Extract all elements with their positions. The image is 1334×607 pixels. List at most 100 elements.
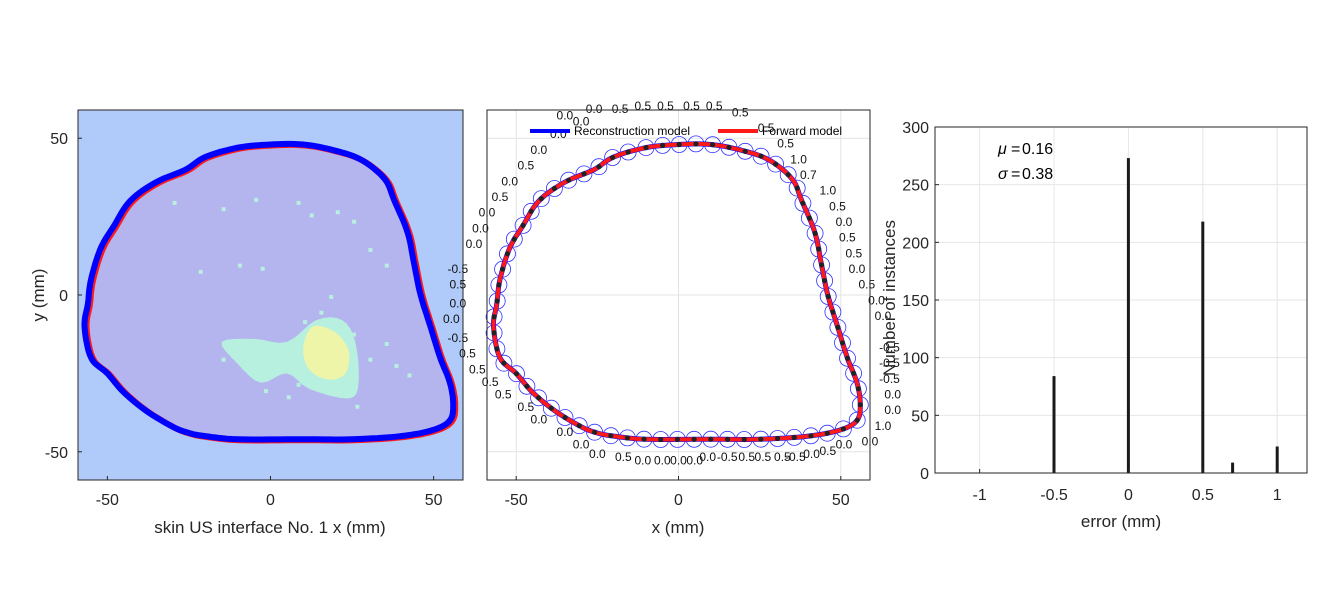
speckle-pixel [329,295,334,299]
error-annotation: -0.5 [447,331,468,345]
speckle-pixel [384,263,389,268]
error-annotation: 0.5 [634,99,651,113]
sample-circle [542,399,560,417]
sample-point [830,309,836,315]
error-annotation: 0.0 [849,262,866,276]
error-annotation: 0.5 [612,102,629,116]
panel3-x-axis-label: error (mm) [1081,512,1161,531]
sample-point [660,142,666,148]
sample-point [708,436,714,442]
y-tick-label: 50 [911,408,929,425]
error-annotation: 0.0 [686,453,703,467]
speckle-pixel [407,373,412,378]
sample-point [785,172,791,178]
sample-circle [505,230,523,248]
histogram-bar [1126,158,1130,473]
error-annotation: 1.0 [819,184,836,198]
sample-circle [498,245,516,263]
speckle-pixel [237,263,242,268]
speckle-pixel [368,248,373,252]
error-annotation: 0.0 [803,447,820,461]
sample-point [710,142,716,148]
sample-point [726,144,732,150]
sample-circle [845,364,862,382]
sample-point [596,164,602,170]
error-annotation: 0.5 [738,450,755,464]
error-annotation: 0.0 [531,413,548,427]
error-annotation: 0.5 [839,231,856,245]
sample-circle [530,389,547,407]
stat-sigma-equals: = [1011,166,1020,183]
sample-point [819,262,825,268]
panel2-legend: Reconstruction model Forward model [530,124,842,138]
sample-point [562,414,568,421]
error-annotation: -0.5 [879,372,900,386]
sample-point [741,436,747,443]
error-annotation: 0.0 [443,312,460,326]
error-annotation: 0.0 [875,309,892,323]
sample-point [524,383,530,389]
sample-circle [570,417,588,435]
error-annotation: 0.5 [777,137,794,151]
error-annotation: 0.0 [884,388,901,402]
x-tick-label: 0 [266,492,275,509]
speckle-pixel [254,197,259,202]
sample-point [840,426,847,432]
error-annotation: 0.5 [615,450,632,464]
sample-circle [522,202,540,220]
sample-circle [767,155,784,173]
error-annotation: 0.0 [573,115,590,129]
error-annotation: 0.0 [557,425,574,439]
speckle-pixel [394,364,399,368]
sample-point [742,148,748,154]
x-tick-label: 0.5 [1192,487,1214,504]
x-tick-label: 0 [674,492,683,509]
error-annotation: 0.0 [466,237,483,251]
sample-point [511,236,517,242]
y-tick-label: 50 [50,131,68,148]
sample-point [693,141,699,147]
speckle-pixel [172,200,177,205]
sample-circle [508,365,525,383]
sample-circle [518,377,536,395]
panel-contour-comparison: 0.5 0.5 0.5 0.5 0.5 0.50.00.00.00.50.00.50.00… [443,99,901,537]
y-tick-label: 150 [902,293,929,310]
speckle-pixel [221,357,226,362]
speckle-pixel [286,395,291,400]
stat-mu-equals: = [1011,141,1020,158]
error-annotation: -0.5 [785,450,806,464]
error-annotation: 0.5 [469,362,486,376]
error-annotation: 0.5 [774,450,791,464]
error-annotation: 0.0 [634,453,651,467]
sample-point [548,405,554,411]
sample-point [610,154,616,161]
error-annotation: 0.0 [699,450,716,464]
interior-region [84,143,454,440]
sample-point [504,251,510,257]
error-annotation: 0.0 [531,143,548,157]
stat-mu: μ = 0.16 [997,141,1053,158]
error-annotation: 0.0 [449,297,466,311]
panel1-ticks: -50 0 50 50 0 -50 [45,131,443,509]
y-tick-label: 100 [902,351,929,368]
error-annotation: -0.5 [879,356,900,370]
sample-circle [839,349,856,367]
speckle-pixel [352,332,357,337]
sample-point [691,436,697,442]
panel1-y-axis-label: y (mm) [29,269,48,322]
sample-point [536,395,542,401]
error-annotation: 0.5 [755,450,772,464]
sample-circle [532,190,550,208]
sample-point [844,355,851,361]
sample-point [501,360,507,366]
panel1-x-axis-label: skin US interface No. 1 x (mm) [154,518,385,537]
legend-reconstruction-label: Reconstruction model [574,124,690,138]
panel-error-histogram: -1 -0.5 0 0.5 1 0 50 100 150 200 250 300 μ = 0.16 σ… [880,120,1308,531]
stat-sigma: σ = 0.38 [998,166,1053,183]
error-annotation: 1.0 [875,419,892,433]
sample-circle [848,411,866,429]
y-tick-label: 0 [920,466,929,483]
speckle-pixel [303,320,308,325]
sample-circle [779,166,797,184]
histogram-bar [1201,221,1205,473]
